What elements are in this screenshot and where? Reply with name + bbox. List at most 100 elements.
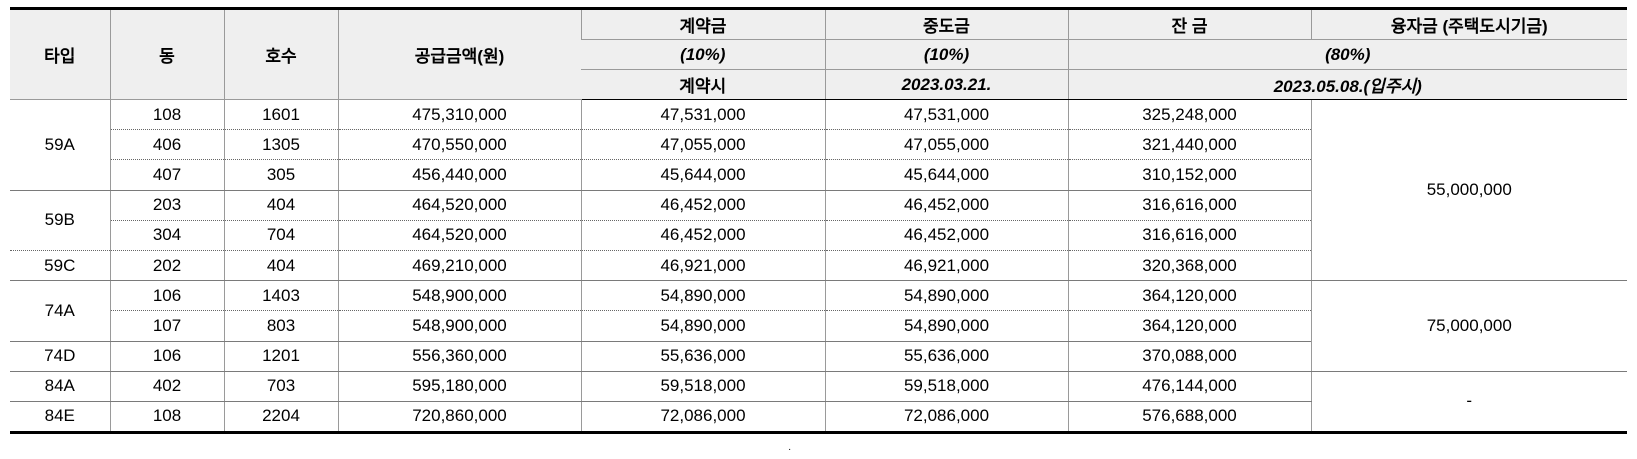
deposit-cell: 55,636,000 [580, 341, 825, 372]
table-row: 304 704 464,520,000 46,452,000 46,452,00… [10, 220, 1627, 251]
interim-cell: 72,086,000 [824, 401, 1068, 433]
balance-cell: 370,088,000 [1067, 341, 1311, 372]
deposit-cell: 47,055,000 [580, 129, 825, 161]
dong-cell: 304 [109, 220, 224, 251]
dong-cell: 108 [109, 401, 224, 433]
table-row: 407 305 456,440,000 45,644,000 45,644,00… [10, 159, 1627, 191]
unit-cell: 404 [223, 190, 338, 221]
price-cell: 720,860,000 [337, 401, 581, 433]
balance-cell: 576,688,000 [1067, 401, 1311, 433]
price-cell: 556,360,000 [337, 341, 581, 372]
interim-cell: 46,921,000 [824, 250, 1068, 282]
unit-cell: 1305 [223, 129, 338, 161]
interim-cell: 46,452,000 [824, 190, 1068, 221]
interim-cell: 47,055,000 [824, 129, 1068, 161]
deposit-date: 계약시 [581, 69, 825, 100]
table-row: 406 1305 470,550,000 47,055,000 47,055,0… [10, 129, 1627, 161]
balance-cell: 476,144,000 [1067, 371, 1311, 402]
deposit-percent: (10%) [581, 39, 825, 70]
price-cell: 464,520,000 [337, 190, 581, 221]
balance-cell: 320,368,000 [1067, 250, 1311, 282]
balance-cell: 325,248,000 [1067, 99, 1311, 131]
interim-cell: 46,452,000 [824, 220, 1068, 251]
balance-cell: 316,616,000 [1067, 220, 1311, 251]
interim-cell: 45,644,000 [824, 159, 1068, 191]
dong-cell: 107 [109, 310, 224, 342]
deposit-cell: 45,644,000 [580, 159, 825, 191]
col-header-supply-price: 공급금액(원) [337, 8, 581, 100]
table-header: 타입 동 호수 공급금액(원) 계약금 중도금 잔 금 융자금 (주택도시기금)… [10, 8, 1627, 100]
unit-cell: 704 [223, 220, 338, 251]
deposit-cell: 46,452,000 [580, 190, 825, 221]
col-header-unit: 호수 [223, 8, 338, 100]
dong-cell: 108 [109, 99, 224, 131]
unit-cell: 1201 [223, 341, 338, 372]
loan-cell: 55,000,000 [1310, 99, 1627, 282]
dong-cell: 203 [109, 190, 224, 221]
unit-cell: 803 [223, 310, 338, 342]
table-body: 59A 108 1601 475,310,000 47,531,000 47,5… [10, 99, 1627, 433]
loan-cell: 75,000,000 [1310, 280, 1627, 372]
deposit-cell: 46,452,000 [580, 220, 825, 251]
table-row: 107 803 548,900,000 54,890,000 54,890,00… [10, 310, 1627, 342]
dong-cell: 202 [109, 250, 224, 282]
price-cell: 464,520,000 [337, 220, 581, 251]
dong-cell: 106 [109, 280, 224, 312]
price-cell: 475,310,000 [337, 99, 581, 131]
col-header-type: 타입 [10, 8, 110, 100]
price-cell: 456,440,000 [337, 159, 581, 191]
type-cell: 74A [10, 280, 110, 342]
balance-cell: 364,120,000 [1067, 310, 1311, 342]
price-cell: 469,210,000 [337, 250, 581, 282]
deposit-cell: 54,890,000 [580, 310, 825, 342]
interim-cell: 55,636,000 [824, 341, 1068, 372]
interim-cell: 54,890,000 [824, 310, 1068, 342]
table-row: 84A 402 703 595,180,000 59,518,000 59,51… [10, 371, 1627, 433]
table-row: 74D 106 1201 556,360,000 55,636,000 55,6… [10, 341, 1627, 372]
type-cell: 84E [44, 406, 75, 426]
type-cell: 59C [10, 250, 110, 282]
type-cell: 74D [10, 341, 110, 372]
deposit-cell: 72,086,000 [580, 401, 825, 433]
interim-percent: (10%) [824, 39, 1068, 70]
table-row: 74A 106 1403 548,900,000 54,890,000 54,8… [10, 280, 1627, 372]
dong-cell: 407 [109, 159, 224, 191]
table-row: 59B 203 404 464,520,000 46,452,000 46,45… [10, 190, 1627, 251]
interim-cell: 47,531,000 [824, 99, 1068, 131]
balance-loan-percent: (80%) [1067, 39, 1627, 70]
balance-cell: 310,152,000 [1067, 159, 1311, 191]
balance-cell: 321,440,000 [1067, 129, 1311, 161]
loan-cell: - [1310, 371, 1627, 433]
deposit-cell: 47,531,000 [580, 99, 825, 131]
unit-cell: 2204 [223, 401, 338, 433]
unit-cell: 1601 [223, 99, 338, 131]
table-row: 59C 202 404 469,210,000 46,921,000 46,92… [10, 250, 1627, 282]
footer-mark: · [788, 444, 792, 455]
balance-cell: 316,616,000 [1067, 190, 1311, 221]
col-header-loan: 융자금 (주택도시기금) [1310, 8, 1627, 40]
balance-cell: 364,120,000 [1067, 280, 1311, 312]
price-cell: 548,900,000 [337, 310, 581, 342]
table-row: 59A 108 1601 475,310,000 47,531,000 47,5… [10, 99, 1627, 282]
table-row: 84E 108 2204 720,860,000 72,086,000 72,0… [10, 401, 1627, 433]
interim-date: 2023.03.21. [824, 69, 1068, 100]
col-header-dong: 동 [109, 8, 224, 100]
header-row-3: 계약시 2023.03.21. 2023.05.08.(입주시) [10, 69, 1627, 100]
dong-cell: 406 [109, 129, 224, 161]
dong-cell: 402 [109, 371, 224, 402]
unit-cell: 305 [223, 159, 338, 191]
price-cell: 548,900,000 [337, 280, 581, 312]
col-header-balance: 잔 금 [1067, 8, 1311, 40]
balance-loan-date: 2023.05.08.(입주시) [1067, 69, 1627, 100]
price-cell: 470,550,000 [337, 129, 581, 161]
price-table: 타입 동 호수 공급금액(원) 계약금 중도금 잔 금 융자금 (주택도시기금)… [10, 7, 1627, 435]
deposit-cell: 59,518,000 [580, 371, 825, 402]
header-row-2: (10%) (10%) (80%) [10, 39, 1627, 70]
col-header-interim: 중도금 [824, 8, 1068, 40]
unit-cell: 404 [223, 250, 338, 282]
col-header-deposit: 계약금 [580, 8, 825, 40]
price-cell: 595,180,000 [337, 371, 581, 402]
unit-cell: 703 [223, 371, 338, 402]
type-cell: 59B [10, 190, 110, 251]
deposit-cell: 46,921,000 [580, 250, 825, 282]
